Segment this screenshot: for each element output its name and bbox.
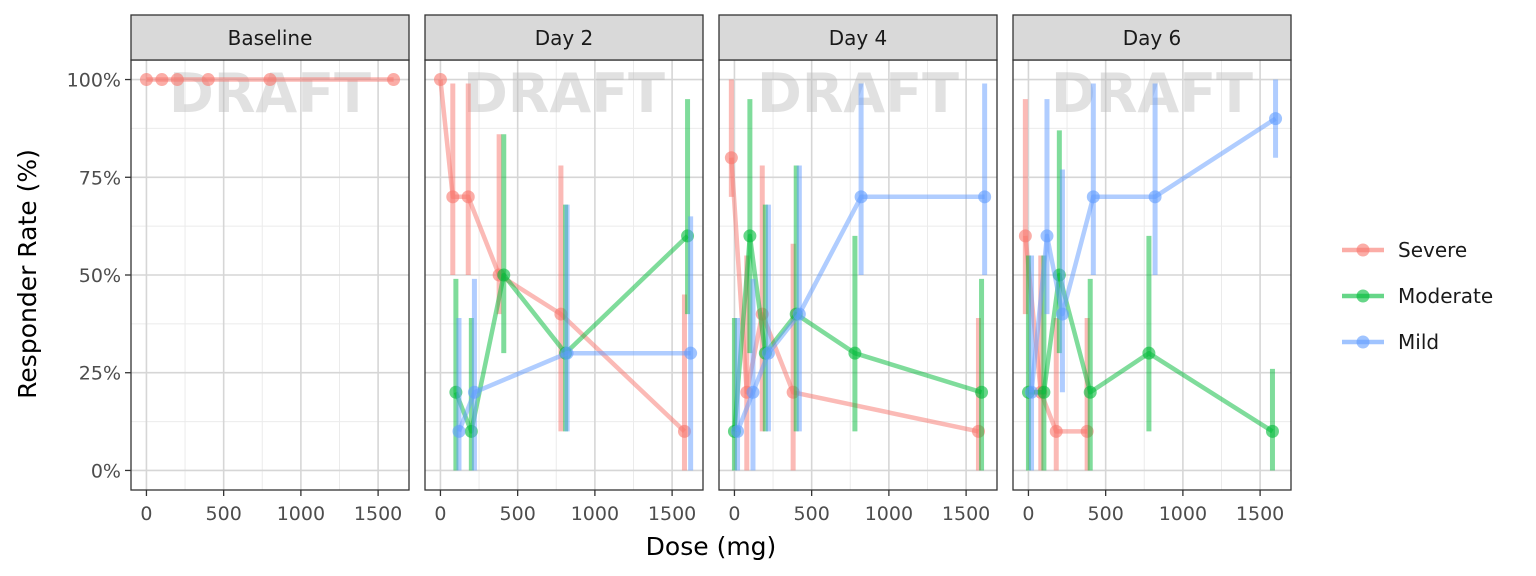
legend-item-moderate: Moderate xyxy=(1342,284,1493,308)
data-point xyxy=(433,73,447,87)
data-point xyxy=(684,346,698,360)
panel-day-4: DRAFT Day 4 0 500 1000 1500 xyxy=(718,14,998,525)
x-tick-label: 1500 xyxy=(942,503,990,525)
data-point xyxy=(467,385,481,399)
data-point xyxy=(978,190,992,204)
series-mild xyxy=(731,83,992,471)
x-tick-label: 0 xyxy=(728,503,740,525)
series-line xyxy=(732,233,983,432)
data-point xyxy=(746,385,760,399)
legend: Severe Moderate Mild xyxy=(1342,238,1493,354)
data-point xyxy=(975,385,989,399)
x-axis-title: Dose (mg) xyxy=(646,532,777,561)
x-tick-label: 1500 xyxy=(1236,503,1284,525)
data-point xyxy=(387,73,401,87)
legend-key-point xyxy=(1356,243,1370,257)
y-tick-label: 75% xyxy=(79,167,121,189)
series-line xyxy=(735,194,985,433)
facet-strip-label: Day 4 xyxy=(829,26,888,50)
x-tick-label: 500 xyxy=(1088,503,1124,525)
data-point xyxy=(724,151,738,165)
x-tick-label: 1000 xyxy=(571,503,619,525)
data-point xyxy=(1018,229,1032,243)
watermark-text: DRAFT xyxy=(169,62,371,125)
facet-strip-label: Day 2 xyxy=(535,26,594,50)
data-point xyxy=(263,73,277,87)
data-point xyxy=(1083,385,1097,399)
data-point xyxy=(1055,307,1069,321)
data-point xyxy=(1142,346,1156,360)
watermark-text: DRAFT xyxy=(1051,62,1253,125)
facet-strip xyxy=(424,14,704,61)
x-tick-label: 0 xyxy=(1022,503,1034,525)
x-tick-label: 1500 xyxy=(648,503,696,525)
data-point xyxy=(743,229,757,243)
facet-strip xyxy=(130,14,410,61)
x-tick-label: 1500 xyxy=(354,503,402,525)
data-point xyxy=(560,346,574,360)
legend-label: Severe xyxy=(1398,238,1467,262)
data-point xyxy=(139,73,153,87)
y-tick-label: 25% xyxy=(79,363,121,385)
x-tick-label: 500 xyxy=(206,503,242,525)
panel-day-6: DRAFT Day 6 0 500 1000 1500 xyxy=(1012,14,1292,525)
data-point xyxy=(1148,190,1162,204)
facet-strip-label: Day 6 xyxy=(1123,26,1182,50)
legend-label: Mild xyxy=(1398,330,1439,354)
panels-layer: DRAFT Baseline 0 500 1000 1500 0% 25% 50% 75% 100%… xyxy=(67,14,1292,525)
legend-label: Moderate xyxy=(1398,284,1493,308)
series-severe xyxy=(433,73,691,471)
series-severe xyxy=(139,73,401,87)
series-line xyxy=(438,79,687,434)
legend-key-point xyxy=(1356,335,1370,349)
data-point xyxy=(1037,385,1051,399)
y-tick-label: 0% xyxy=(91,460,121,482)
data-point xyxy=(170,73,184,87)
data-point xyxy=(201,73,215,87)
y-axis-title: Responder Rate (%) xyxy=(13,149,42,399)
watermark-text: DRAFT xyxy=(757,62,959,125)
data-point xyxy=(792,307,806,321)
facet-strip xyxy=(718,14,998,61)
facet-strip-label: Baseline xyxy=(228,26,313,50)
series-line xyxy=(456,350,691,433)
data-point xyxy=(1265,424,1279,438)
data-point xyxy=(731,424,745,438)
data-point xyxy=(1040,229,1054,243)
data-point xyxy=(452,424,466,438)
x-tick-label: 1000 xyxy=(277,503,325,525)
y-tick-label: 100% xyxy=(67,70,121,92)
x-tick-label: 0 xyxy=(434,503,446,525)
x-tick-label: 500 xyxy=(500,503,536,525)
panel-baseline: DRAFT Baseline 0 500 1000 1500 0% 25% 50% 75% 100% xyxy=(67,14,410,525)
data-point xyxy=(848,346,862,360)
panel-day-2: DRAFT Day 2 0 500 1000 1500 xyxy=(424,14,704,525)
x-tick-label: 0 xyxy=(140,503,152,525)
data-point xyxy=(1269,112,1283,126)
data-point xyxy=(461,190,475,204)
data-point xyxy=(497,268,511,282)
data-point xyxy=(446,190,460,204)
data-point xyxy=(854,190,868,204)
series-mild xyxy=(1025,79,1283,471)
legend-item-mild: Mild xyxy=(1342,330,1439,354)
x-tick-label: 1000 xyxy=(1159,503,1207,525)
data-point xyxy=(761,346,775,360)
watermark-text: DRAFT xyxy=(463,62,665,125)
y-tick-label: 50% xyxy=(79,265,121,287)
legend-item-severe: Severe xyxy=(1342,238,1467,262)
x-tick-label: 500 xyxy=(794,503,830,525)
data-point xyxy=(677,424,691,438)
data-point xyxy=(1025,385,1039,399)
x-tick-label: 1000 xyxy=(865,503,913,525)
facet-strip xyxy=(1012,14,1292,61)
series-line xyxy=(1029,116,1277,393)
legend-key-point xyxy=(1356,289,1370,303)
series-mild xyxy=(452,204,698,471)
data-point xyxy=(1049,424,1063,438)
data-point xyxy=(155,73,169,87)
data-point xyxy=(1086,190,1100,204)
